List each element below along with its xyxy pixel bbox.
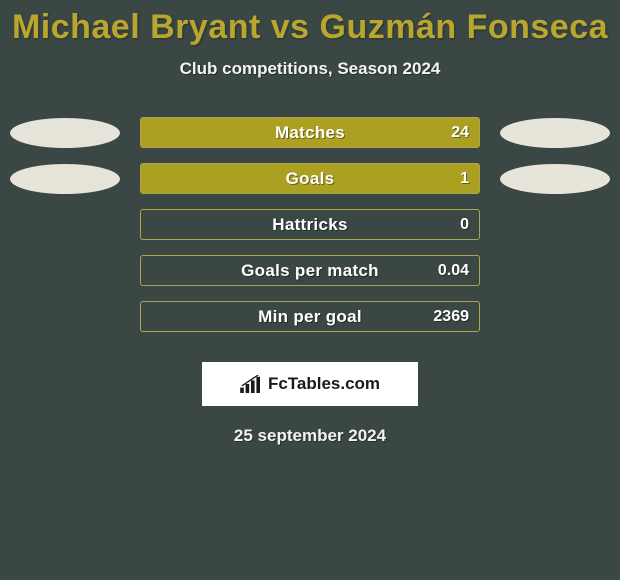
stat-value: 2369 (433, 308, 469, 326)
right-player-marker (500, 118, 610, 148)
stat-row: Min per goal2369 (0, 301, 620, 332)
stat-bar: Goals per match0.04 (140, 255, 480, 286)
footer-date: 25 september 2024 (0, 426, 620, 446)
stat-label: Hattricks (141, 215, 479, 235)
stat-row: Hattricks0 (0, 209, 620, 240)
stat-value: 0 (460, 216, 469, 234)
stat-label: Min per goal (141, 307, 479, 327)
spacer (500, 302, 610, 332)
right-player-marker (500, 164, 610, 194)
stat-row: Goals1 (0, 163, 620, 194)
stat-bar: Hattricks0 (140, 209, 480, 240)
spacer (500, 210, 610, 240)
spacer (10, 210, 120, 240)
stat-bar: Goals1 (140, 163, 480, 194)
stat-label: Goals per match (141, 261, 479, 281)
brand-logo: FcTables.com (202, 362, 418, 406)
left-player-marker (10, 164, 120, 194)
stat-bar: Min per goal2369 (140, 301, 480, 332)
spacer (10, 256, 120, 286)
stat-value: 24 (451, 124, 469, 142)
chart-icon (240, 375, 262, 393)
stat-rows: Matches24 Goals1 Hattricks0 Goals per match… (0, 117, 620, 332)
spacer (500, 256, 610, 286)
left-player-marker (10, 118, 120, 148)
stat-label: Matches (141, 123, 479, 143)
subtitle: Club competitions, Season 2024 (0, 59, 620, 79)
comparison-card: Michael Bryant vs Guzmán Fonseca Club co… (0, 0, 620, 446)
stat-value: 0.04 (438, 262, 469, 280)
stat-label: Goals (141, 169, 479, 189)
spacer (10, 302, 120, 332)
stat-value: 1 (460, 170, 469, 188)
stat-row: Goals per match0.04 (0, 255, 620, 286)
page-title: Michael Bryant vs Guzmán Fonseca (0, 8, 620, 47)
stat-row: Matches24 (0, 117, 620, 148)
brand-logo-text: FcTables.com (268, 374, 380, 394)
stat-bar: Matches24 (140, 117, 480, 148)
